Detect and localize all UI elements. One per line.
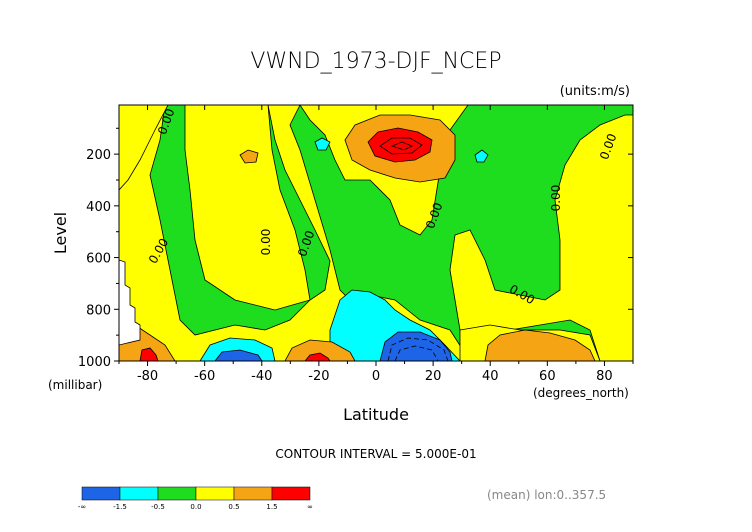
contour-line-jet-1	[379, 137, 423, 155]
colorbar-tick-label: 0.0	[190, 503, 201, 511]
colorbar-swatch	[195, 486, 235, 501]
filled-region-yellow-mid-left	[184, 105, 311, 311]
plot-area	[119, 105, 633, 361]
x-tick-label: -60	[194, 369, 215, 384]
y-axis-label: Level	[51, 212, 70, 254]
colorbar-swatch	[119, 486, 159, 501]
contour-line-jet-2	[390, 141, 413, 151]
y-axis: 200 400 600 800 1000	[78, 127, 633, 370]
y-tick-label: 1000	[78, 355, 111, 370]
x-tick-label: 60	[539, 369, 556, 384]
colorbar-tick-label: 1.5	[266, 503, 277, 511]
colorbar-tick-label: -1.5	[113, 503, 127, 511]
missing-data-region	[119, 259, 141, 346]
y-tick-label: 200	[86, 148, 111, 163]
x-tick-label: 40	[482, 369, 499, 384]
colorbar: -∞ -1.5 -0.5 0.0 0.5 1.5 ∞	[78, 486, 313, 511]
filled-region-red-bottom	[304, 352, 331, 361]
units-label: (units:m/s)	[560, 84, 630, 99]
contour-line-dashed-1	[387, 337, 449, 361]
x-tick-label: 0	[372, 369, 380, 384]
y-tick-label: 400	[86, 200, 111, 215]
contour-interval-text: CONTOUR INTERVAL = 5.000E-01	[275, 447, 476, 461]
filled-region-yellow-upper-left	[119, 105, 169, 191]
contour-line-dashed-2	[394, 345, 439, 361]
y-tick-label: 600	[86, 252, 111, 267]
colorbar-tick-label: -0.5	[151, 503, 165, 511]
x-tick-label: -80	[137, 369, 158, 384]
colorbar-swatch	[271, 486, 311, 501]
colorbar-swatch	[81, 486, 121, 501]
chart-title: VWND_1973-DJF_NCEP	[250, 49, 501, 74]
filled-region-cyan-small-2	[474, 149, 489, 163]
colorbar-swatch	[157, 486, 197, 501]
filled-region-red-top	[367, 127, 433, 163]
y-unit-label: (millibar)	[48, 378, 102, 392]
filled-region-red-far-left	[139, 347, 159, 361]
x-tick-label: -20	[308, 369, 329, 384]
colorbar-tick-label: ∞	[307, 503, 313, 511]
x-unit-label: (degrees_north)	[533, 386, 629, 400]
contour-label: 0.00	[549, 185, 563, 212]
colorbar-tick-label: -∞	[78, 503, 86, 511]
contour-label: 0.00	[259, 229, 273, 256]
footer-text: (mean) lon:0..357.5	[487, 488, 606, 502]
x-tick-label: 20	[425, 369, 442, 384]
colorbar-tick-label: 0.5	[228, 503, 239, 511]
x-tick-label: -40	[251, 369, 272, 384]
filled-region-orange-right	[484, 329, 596, 361]
x-axis-label: Latitude	[343, 405, 409, 424]
y-tick-label: 800	[86, 303, 111, 318]
x-tick-label: 80	[596, 369, 613, 384]
filled-region-orange-bottom-left	[284, 339, 356, 361]
x-axis: -80 -60 -40 -20 0 20 40 60 80	[118, 105, 634, 384]
colorbar-swatch	[233, 486, 273, 501]
filled-region-yellow-left	[119, 105, 356, 361]
filled-region-cyan-small-1	[314, 137, 331, 151]
filled-region-orange-small	[239, 149, 259, 164]
filled-region-blue-left	[214, 349, 263, 361]
